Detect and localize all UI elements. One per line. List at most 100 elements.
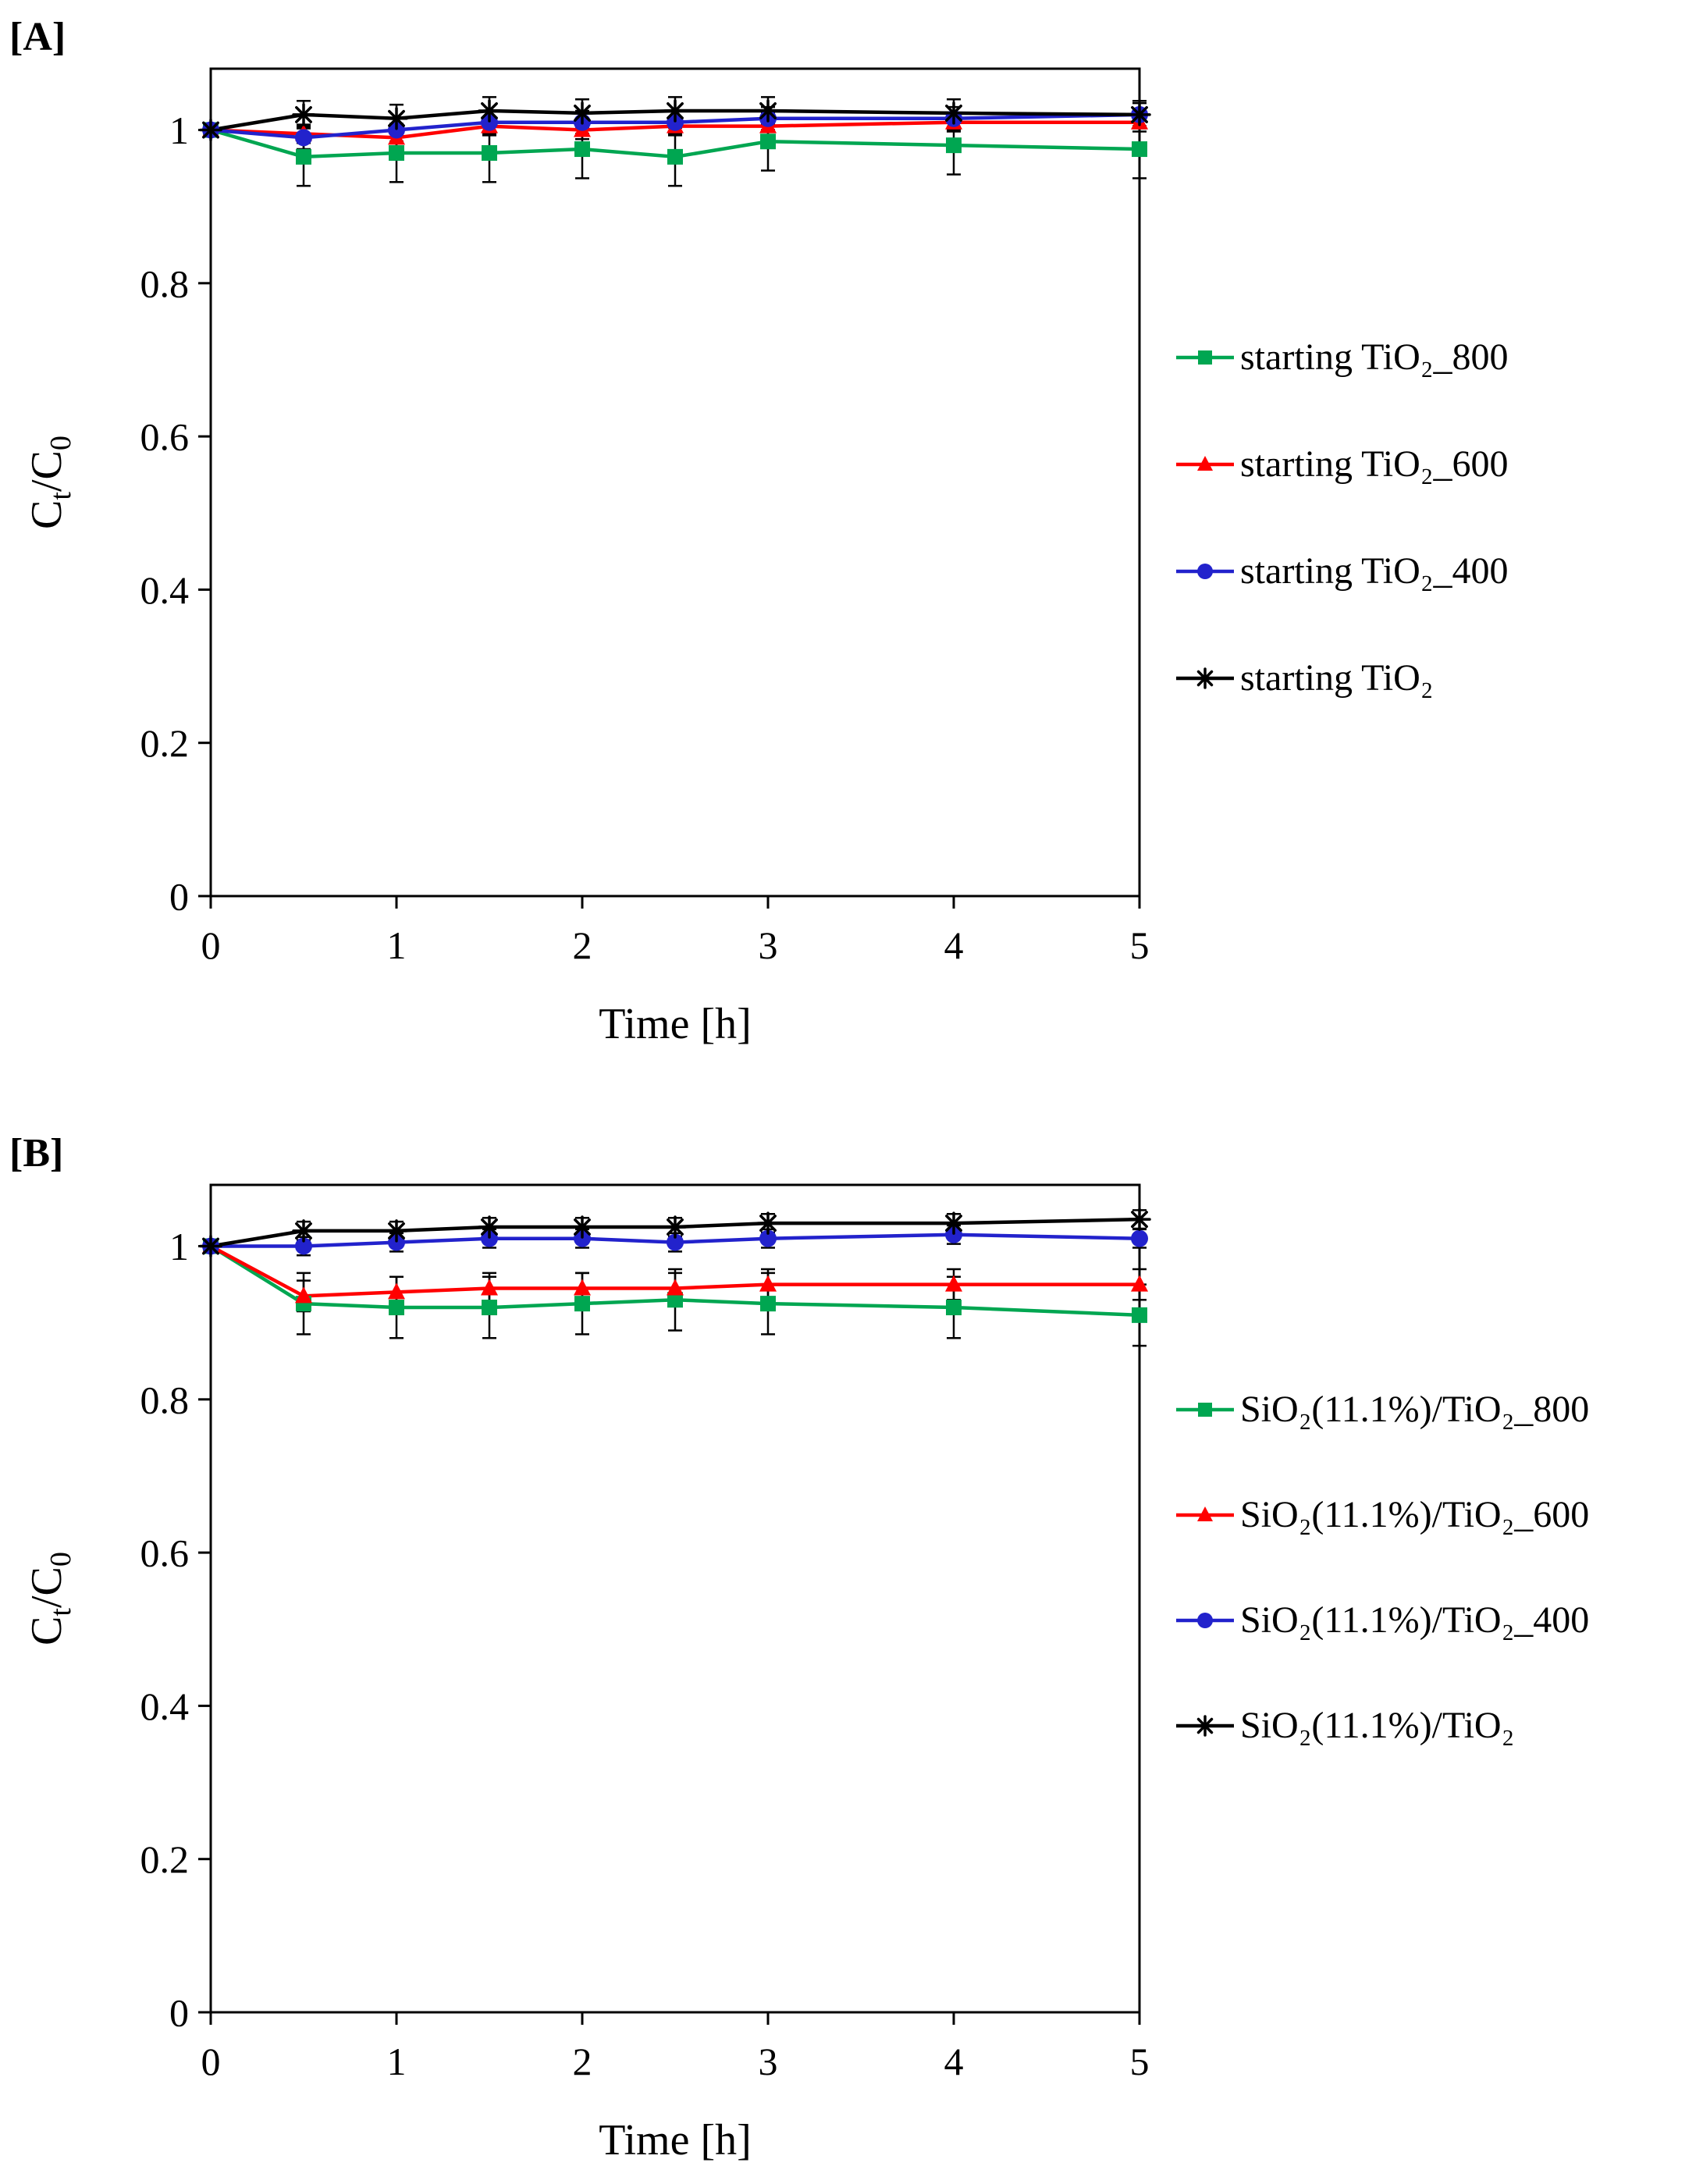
x-tick-label: 1	[387, 2040, 407, 2083]
y-tick-label: 0.2	[140, 721, 190, 765]
legend-label: starting TiO₂_400	[1240, 550, 1509, 592]
y-axis-title-text: /C	[22, 1567, 71, 1609]
x-tick-label: 3	[759, 2040, 778, 2083]
marker-triangle	[295, 1286, 312, 1304]
marker-square	[1132, 141, 1147, 158]
marker-triangle	[388, 1282, 405, 1300]
legend-label: starting TiO₂	[1240, 657, 1434, 699]
x-tick-label: 4	[944, 2040, 964, 2083]
marker-asterisk	[571, 101, 594, 125]
legend-item: SiO₂(11.1%)/TiO₂_400	[1175, 1599, 1589, 1642]
marker-circle	[759, 1229, 777, 1247]
series-markers	[199, 1208, 1151, 1258]
marker-triangle	[1131, 1275, 1148, 1292]
marker-triangle	[667, 1279, 684, 1296]
plot-area-a: 0 0.2 0.4 0.6 0.8 1 0 1 2 3 4 5 Time [h]	[140, 67, 1151, 1048]
legend-label: SiO₂(11.1%)/TiO₂_400	[1240, 1599, 1590, 1641]
marker-square	[482, 1300, 497, 1316]
marker-square	[389, 1300, 404, 1316]
y-axis-title-sub: t	[44, 1608, 78, 1617]
marker-square	[296, 148, 311, 165]
marker-asterisk	[663, 1215, 687, 1239]
y-axis-title-sub: 0	[44, 1552, 78, 1567]
panel-a-label: [A]	[9, 15, 66, 59]
marker-triangle	[481, 1279, 498, 1296]
y-tick-label: 0.6	[140, 415, 190, 459]
y-tick-label: 0	[169, 1991, 189, 2035]
legend-item: starting TiO₂_600	[1175, 443, 1508, 486]
panel-b: [B] Ct/C0 0 0.2 0.4 0.6 0.8 1 0 1 2 3 4 5 Time [h] S…	[0, 1130, 1703, 2172]
legend-item: starting TiO₂	[1175, 656, 1508, 699]
marker-circle	[1197, 563, 1213, 579]
y-tick-label: 0.6	[140, 1531, 190, 1575]
marker-circle	[295, 1237, 312, 1255]
legend-item: SiO₂(11.1%)/TiO₂_600	[1175, 1493, 1589, 1536]
marker-square	[389, 144, 404, 161]
x-tick-label: 2	[573, 2040, 592, 2083]
marker-asterisk	[942, 101, 965, 125]
marker-asterisk	[385, 107, 408, 130]
legend-item: SiO₂(11.1%)/TiO₂	[1175, 1704, 1589, 1747]
legend-item: SiO₂(11.1%)/TiO₂_800	[1175, 1388, 1589, 1431]
y-tick-label: 0.2	[140, 1837, 190, 1881]
marker-square	[760, 133, 776, 150]
legend-label: SiO₂(11.1%)/TiO₂_600	[1240, 1494, 1590, 1535]
legend-marker-triangle	[1176, 455, 1234, 471]
y-axis-title-sub: t	[44, 492, 78, 500]
y-axis-title: Ct/C0	[22, 1552, 78, 1645]
legend-item: starting TiO₂_400	[1175, 550, 1508, 592]
legend-marker-triangle	[1176, 1506, 1234, 1521]
marker-asterisk	[756, 1211, 780, 1235]
marker-circle	[295, 129, 312, 147]
y-axis-title-text: C	[22, 1616, 71, 1645]
marker-asterisk	[199, 118, 222, 142]
marker-asterisk	[1194, 1714, 1216, 1737]
marker-asterisk	[385, 1219, 408, 1243]
marker-square	[1198, 1402, 1212, 1417]
marker-asterisk	[1128, 1208, 1151, 1231]
series-markers	[203, 122, 1147, 165]
y-axis-title: Ct/C0	[22, 436, 78, 529]
series-markers	[199, 99, 1151, 142]
legend-marker-circle	[1176, 1612, 1234, 1628]
marker-square	[946, 1300, 962, 1316]
legend-label: SiO₂(11.1%)/TiO₂	[1240, 1705, 1515, 1746]
y-tick-label: 0.4	[140, 1684, 190, 1728]
marker-square	[482, 144, 497, 161]
marker-triangle	[574, 1279, 591, 1296]
y-axis-title-text: C	[22, 500, 71, 529]
marker-square	[1198, 350, 1212, 365]
marker-triangle	[1197, 455, 1213, 471]
legend-b: SiO₂(11.1%)/TiO₂_800 SiO₂(11.1%)/TiO₂_600…	[1175, 1388, 1589, 1747]
marker-circle	[1131, 1229, 1148, 1247]
legend-item: starting TiO₂_800	[1175, 336, 1508, 379]
marker-square	[667, 148, 683, 165]
y-axis-title-text: /C	[22, 450, 71, 493]
plot-frame	[209, 67, 1141, 898]
x-tick-label: 5	[1130, 923, 1150, 967]
x-tick-label: 4	[944, 923, 964, 967]
marker-square	[760, 1296, 776, 1312]
marker-square	[667, 1292, 683, 1308]
panel-a: [A] Ct/C0 0 0.2 0.4 0.6 0.8 1 0 1 2 3 4 5 Time [h] s…	[0, 14, 1703, 1056]
plot-frame	[209, 1183, 1141, 2014]
legend-marker-square	[1176, 350, 1234, 365]
marker-asterisk	[756, 99, 780, 123]
y-tick-label: 0.8	[140, 261, 190, 305]
x-tick-label: 0	[201, 923, 221, 967]
marker-asterisk	[663, 99, 687, 123]
legend-label: starting TiO₂_800	[1240, 336, 1509, 378]
x-tick-label: 0	[201, 2040, 221, 2083]
marker-asterisk	[1194, 667, 1216, 689]
y-tick-label: 0.4	[140, 568, 190, 612]
marker-asterisk	[292, 1219, 315, 1243]
legend-marker-circle	[1176, 563, 1234, 579]
legend-label: SiO₂(11.1%)/TiO₂_800	[1240, 1389, 1590, 1430]
plot-area-b: 0 0.2 0.4 0.6 0.8 1 0 1 2 3 4 5 Time [h]	[140, 1183, 1151, 2164]
marker-triangle	[945, 1275, 962, 1292]
marker-square	[1132, 1307, 1147, 1323]
marker-asterisk	[942, 1211, 965, 1235]
x-tick-label: 2	[573, 923, 592, 967]
marker-square	[574, 141, 590, 158]
x-tick-label: 1	[387, 923, 407, 967]
